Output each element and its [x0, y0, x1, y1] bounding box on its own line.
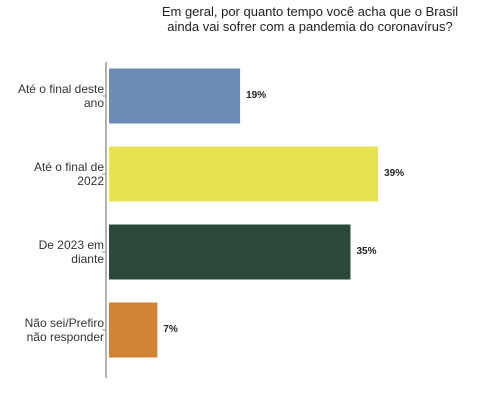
bar-1 [109, 68, 241, 124]
value-label: 7% [163, 324, 178, 335]
category-label: De 2023 em diante [38, 238, 104, 266]
bar-4 [109, 302, 158, 358]
bar-2 [109, 146, 379, 202]
chart-title: Em geral, por quanto tempo você acha que… [161, 4, 459, 34]
value-label: 35% [356, 246, 377, 257]
bar-3 [109, 224, 351, 280]
category-label: Até o final deste ano [17, 82, 104, 110]
category-label: Não sei/Prefiro não responder [24, 316, 104, 344]
value-label: 19% [246, 90, 267, 101]
category-label: Até o final de 2022 [33, 160, 104, 188]
value-label: 39% [384, 168, 405, 179]
